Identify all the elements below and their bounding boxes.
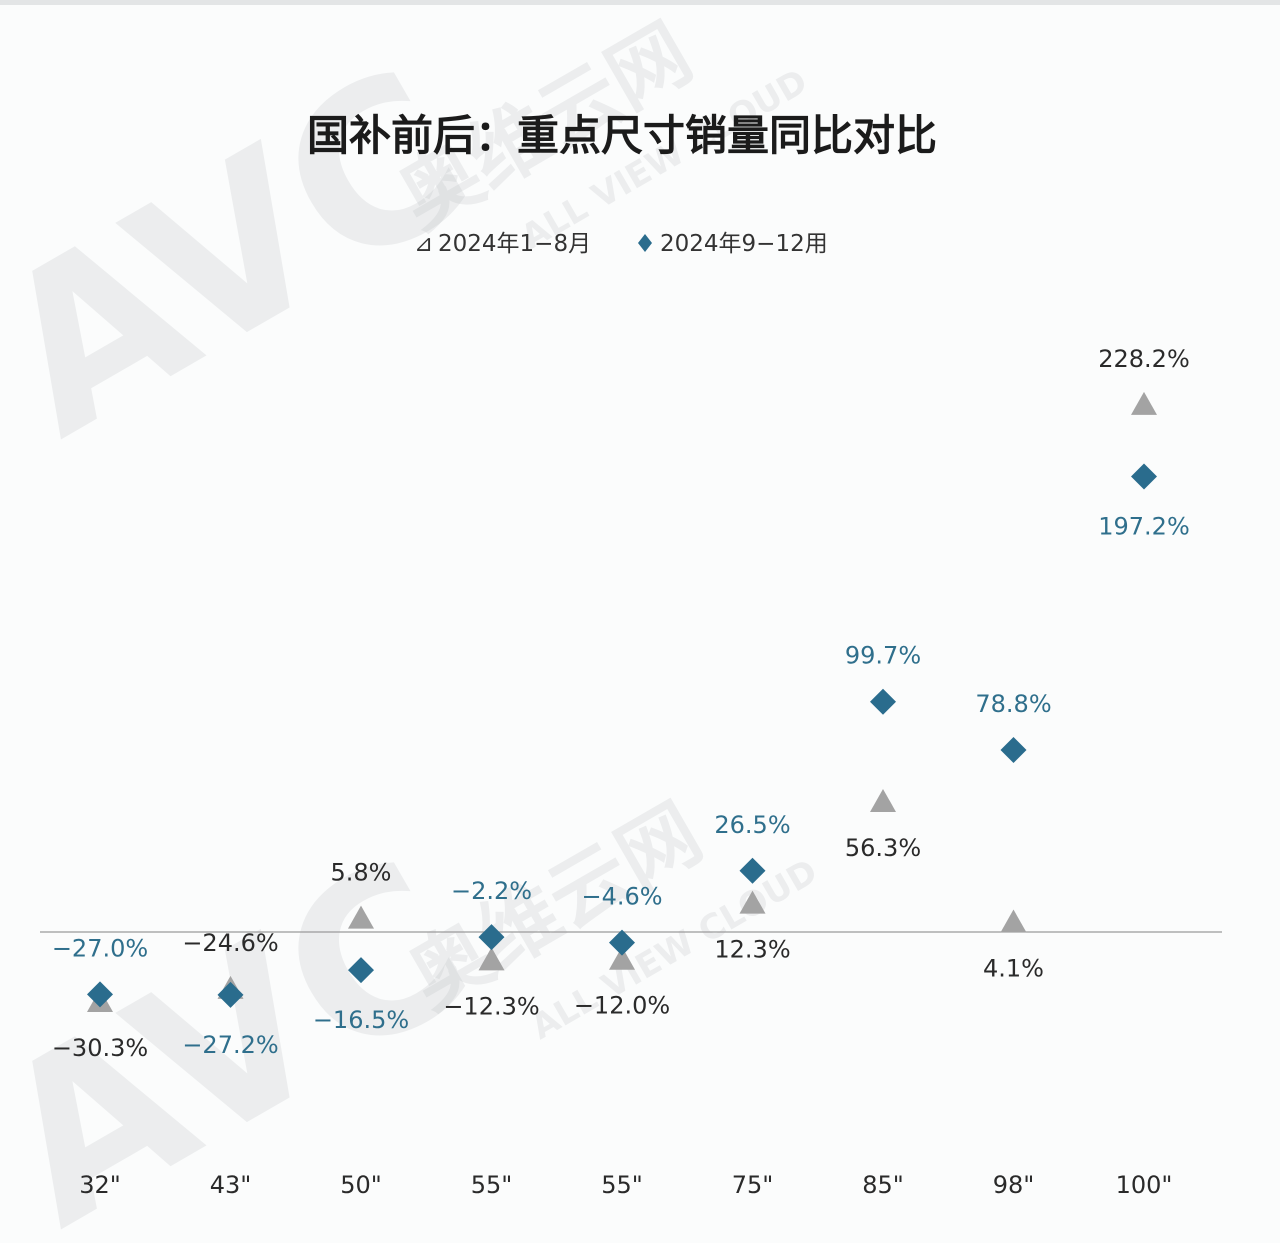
data-label-series-a: −12.0%: [574, 992, 670, 1020]
data-label-series-b: −2.2%: [451, 877, 532, 905]
x-tick-label: 50": [340, 1171, 382, 1199]
diamond-marker: [739, 857, 766, 884]
legend: ⊿ 2024年1−8月 2024年9−12用: [414, 231, 828, 257]
triangle-marker: [348, 905, 374, 929]
x-tick-label: 55": [471, 1171, 513, 1199]
legend-icon-series-a: ⊿: [414, 231, 433, 257]
legend-diamond-icon: [638, 234, 652, 252]
data-label-series-a: 4.1%: [983, 955, 1044, 983]
triangle-marker: [1000, 909, 1027, 933]
x-tick-label: 32": [79, 1171, 121, 1199]
data-label-series-b: 99.7%: [845, 642, 921, 670]
data-label-series-b: 26.5%: [714, 811, 790, 839]
data-label-series-b: −4.6%: [581, 883, 662, 911]
data-label-series-a: −12.3%: [443, 992, 539, 1020]
chart-marks: −30.3% −27.0% −24.6% −27.2% 5.8% −16.5% −12.3%…: [52, 345, 1190, 1062]
diamond-marker: [609, 929, 635, 956]
data-label-series-b: −16.5%: [313, 1006, 409, 1034]
data-label-series-a: 228.2%: [1098, 345, 1190, 373]
watermark-brand-bottom: AVC: [0, 810, 508, 1243]
diamond-marker: [348, 957, 374, 984]
chart-title: 国补前后：重点尺寸销量同比对比: [307, 111, 937, 160]
data-label-series-a: 12.3%: [714, 936, 790, 964]
x-tick-label: 55": [601, 1171, 643, 1199]
data-label-series-b: −27.0%: [52, 934, 148, 962]
data-label-series-b: 197.2%: [1098, 512, 1190, 540]
x-axis-ticks: 32" 43" 50" 55" 55" 75" 85" 98" 100": [79, 1171, 1172, 1199]
data-label-series-a: −30.3%: [52, 1034, 148, 1062]
data-label-series-b: −27.2%: [182, 1031, 278, 1059]
x-tick-label: 43": [210, 1171, 252, 1199]
diamond-marker: [87, 981, 113, 1008]
diamond-marker: [870, 688, 896, 715]
diamond-marker: [1131, 463, 1157, 490]
data-label-series-a: 5.8%: [331, 859, 392, 887]
data-label-series-a: 56.3%: [845, 834, 921, 862]
triangle-marker: [870, 788, 896, 812]
triangle-marker: [478, 947, 505, 971]
data-label-series-b: 78.8%: [975, 690, 1051, 718]
triangle-marker: [739, 890, 766, 914]
x-tick-label: 98": [993, 1171, 1035, 1199]
diamond-marker: [1000, 736, 1027, 763]
legend-label-series-a: 2024年1−8月: [438, 231, 591, 257]
diamond-marker: [478, 924, 505, 951]
diamond-marker: [217, 981, 244, 1008]
x-tick-label: 75": [732, 1171, 774, 1199]
data-label-series-a: −24.6%: [182, 929, 278, 957]
triangle-marker: [1131, 391, 1157, 415]
top-border: [0, 0, 1280, 5]
x-tick-label: 100": [1116, 1171, 1173, 1199]
legend-label-series-b: 2024年9−12用: [660, 231, 828, 257]
x-tick-label: 85": [862, 1171, 904, 1199]
triangle-marker: [609, 946, 635, 970]
watermark-cn-bottom: 奥维云网: [393, 786, 717, 1027]
